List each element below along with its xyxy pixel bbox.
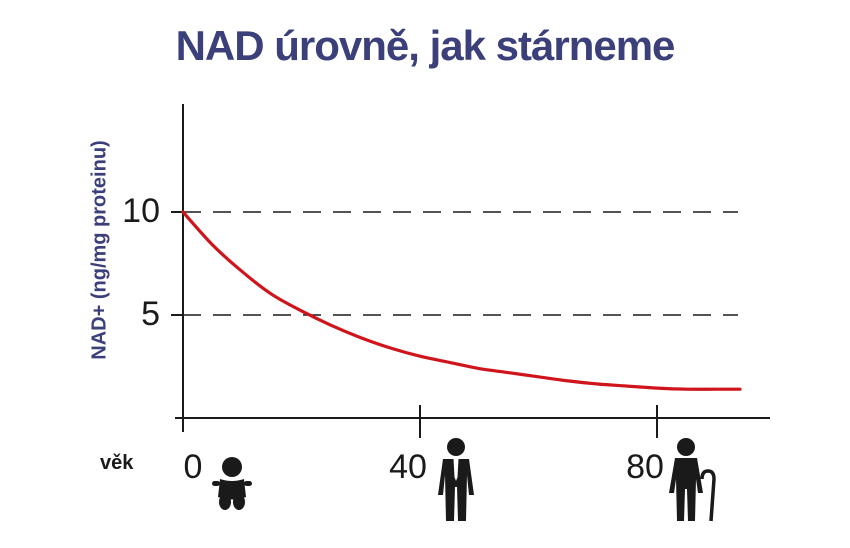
y-tick-label: 5 [141, 295, 160, 333]
baby-icon [212, 457, 252, 510]
grid-layer [183, 211, 738, 316]
businessman-icon [438, 438, 474, 521]
curve-layer [181, 210, 742, 391]
label-layer: 5 10 0 40 80 věk [100, 192, 664, 486]
y-tick-label: 10 [122, 192, 160, 230]
chart-title: NAD úrovně, jak stárneme [175, 22, 676, 69]
x-tick-label: 80 [626, 448, 664, 486]
x-tick-label: 0 [184, 448, 203, 486]
nad-curve [181, 210, 742, 391]
x-tick-label: 40 [389, 448, 427, 486]
axis-layer [171, 104, 770, 438]
elderly-with-cane-icon [669, 438, 716, 522]
x-axis-label: věk [100, 452, 134, 474]
